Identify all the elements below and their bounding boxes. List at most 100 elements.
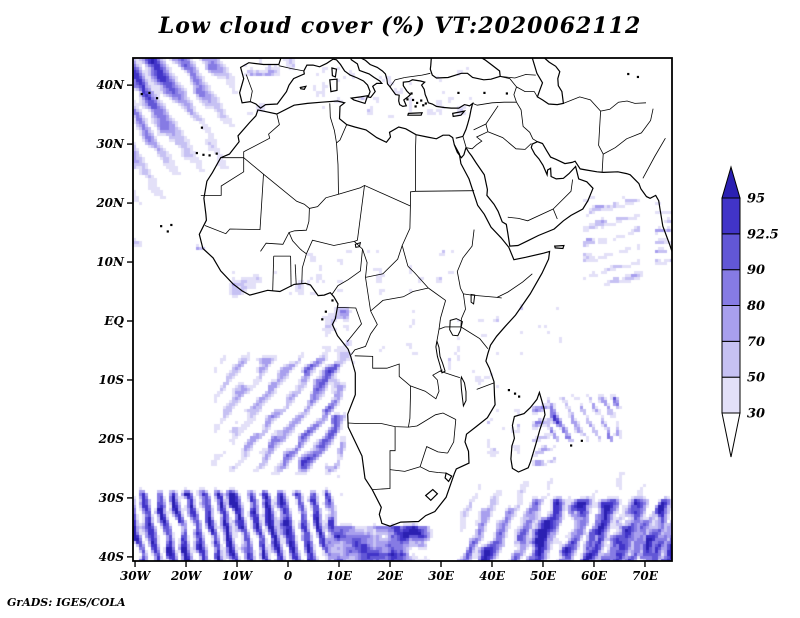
- island-dot: [483, 91, 486, 94]
- country-border-path: [447, 419, 457, 454]
- country-border-path: [600, 100, 647, 112]
- country-border-path: [370, 287, 429, 312]
- island-dot: [166, 230, 169, 233]
- country-border-path: [365, 245, 403, 278]
- y-tick-label: 10S: [99, 373, 125, 387]
- country-border-path: [428, 287, 446, 301]
- lake-path: [460, 375, 467, 408]
- coastline-path: [453, 141, 672, 254]
- island-dot: [195, 151, 198, 155]
- coastline-path: [360, 58, 474, 139]
- island-dot: [208, 154, 211, 157]
- coastline-path: [198, 100, 551, 527]
- country-border-path: [462, 136, 467, 148]
- coastline-path: [429, 58, 501, 81]
- coastline-path: [424, 488, 439, 502]
- country-border-path: [552, 179, 573, 210]
- country-border-path: [496, 273, 533, 298]
- x-tick-label: 0: [284, 569, 293, 583]
- colorbar-label: 30: [747, 407, 765, 422]
- colorbar-segment: [721, 305, 741, 342]
- country-border-path: [243, 113, 280, 158]
- colorbar-label: 95: [747, 192, 765, 207]
- country-border-path: [552, 208, 558, 220]
- x-tick-label: 20E: [376, 569, 404, 583]
- country-border-path: [200, 157, 245, 196]
- plot-frame: [132, 57, 673, 562]
- country-border-path: [404, 72, 431, 78]
- island-dot: [627, 72, 630, 76]
- coastline-path: [238, 58, 384, 109]
- country-border-path: [456, 229, 475, 295]
- island-dot: [170, 223, 173, 227]
- island-dot: [518, 395, 521, 398]
- island-dot: [457, 91, 460, 94]
- colorbar-bottom-arrow: [721, 412, 741, 458]
- country-border-path: [499, 75, 517, 103]
- y-tick-label: 20S: [98, 432, 125, 446]
- island-dot: [416, 101, 419, 105]
- country-border-path: [642, 137, 666, 179]
- country-border-path: [348, 422, 418, 428]
- lake-path: [470, 293, 476, 305]
- country-border-path: [563, 96, 601, 112]
- country-border-path: [278, 65, 305, 72]
- country-border-path: [272, 256, 275, 291]
- y-tick-label: 40S: [99, 550, 125, 564]
- country-border-path: [337, 307, 362, 342]
- country-border-path: [389, 77, 405, 88]
- island-dot: [324, 310, 327, 313]
- coastline-path: [299, 85, 308, 90]
- country-border-path: [419, 446, 448, 467]
- country-border-path: [301, 250, 307, 284]
- island-dot: [424, 102, 427, 105]
- colorbar-label: 80: [747, 299, 765, 314]
- colorbar-segment: [721, 376, 741, 414]
- island-dot: [420, 99, 423, 102]
- coastline-path: [349, 94, 369, 105]
- x-tick-label: 60E: [581, 569, 608, 583]
- country-border-path: [288, 208, 310, 252]
- colorbar-segment: [721, 269, 741, 306]
- colorbar-top-arrow: [721, 165, 741, 199]
- country-border-path: [204, 157, 264, 235]
- country-border-path: [306, 239, 355, 254]
- country-border-path: [419, 466, 447, 474]
- country-border-path: [294, 264, 297, 285]
- country-border-path: [410, 190, 416, 206]
- country-border-path: [407, 265, 429, 289]
- island-dot: [636, 75, 640, 79]
- country-border-path: [336, 142, 339, 195]
- country-border-path: [472, 101, 517, 106]
- island-dot: [505, 92, 508, 95]
- island-dot: [200, 126, 204, 129]
- island-dot: [570, 444, 573, 447]
- coastline-path: [452, 110, 467, 118]
- country-border-path: [329, 103, 337, 143]
- coastline-path: [510, 390, 546, 473]
- country-border-path: [389, 466, 421, 472]
- coastline-path: [331, 67, 338, 78]
- y-tick-label: EQ: [103, 314, 124, 328]
- island-dot: [507, 388, 511, 392]
- x-tick-label: 10W: [222, 569, 254, 583]
- country-border-path: [354, 355, 411, 428]
- country-border-path: [487, 131, 532, 150]
- island-dot: [406, 98, 409, 101]
- country-border-path: [460, 326, 489, 349]
- x-tick-label: 50E: [530, 569, 557, 583]
- country-border-path: [473, 105, 499, 131]
- colorbar-segment: [721, 197, 741, 235]
- x-tick-label: 20W: [170, 569, 203, 583]
- country-border-path: [516, 101, 538, 143]
- colorbar-segment: [721, 340, 741, 378]
- island-dot: [140, 92, 143, 96]
- island-dot: [414, 105, 417, 108]
- colorbar-label: 50: [747, 371, 765, 386]
- island-dot: [155, 97, 159, 100]
- island-dot: [215, 152, 218, 155]
- chart-title: Low cloud cover (%) VT:2020062112: [158, 13, 642, 39]
- country-border-path: [410, 369, 443, 400]
- coastline-path: [531, 58, 565, 106]
